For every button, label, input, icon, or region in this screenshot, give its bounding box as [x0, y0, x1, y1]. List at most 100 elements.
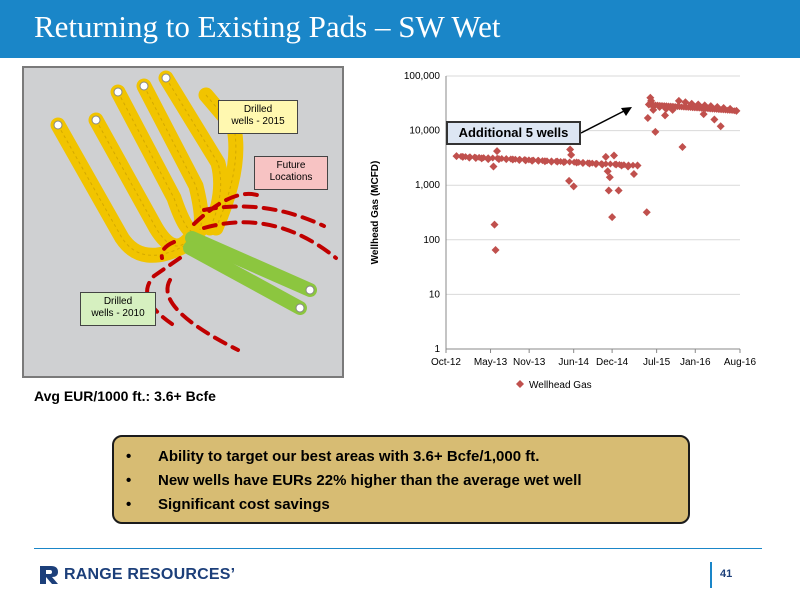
annotation-arrow: [580, 109, 627, 134]
future-well-1: [202, 204, 326, 228]
data-point-dense: [615, 161, 623, 169]
data-point: [569, 182, 578, 191]
annotation-additional-wells: Additional 5 wells: [446, 121, 581, 145]
data-point-dense: [732, 107, 740, 115]
logo-text: RANGE RESOURCES’: [64, 566, 236, 583]
data-point-dense: [538, 157, 546, 165]
page-number: 41: [720, 568, 733, 580]
data-point-dense: [498, 154, 506, 162]
callout-2015-line2: wells - 2015: [231, 116, 285, 127]
data-point: [710, 115, 719, 124]
data-point-dense: [548, 157, 556, 165]
data-point-dense: [453, 152, 460, 160]
data-point-dense: [543, 157, 551, 165]
data-point-dense: [534, 156, 542, 164]
well-marker-icon: [139, 81, 149, 91]
data-point-dense: [520, 156, 528, 164]
x-tick-label: Dec-14: [596, 357, 629, 368]
data-point-dense: [516, 155, 524, 163]
x-tick-label: Jan-16: [680, 357, 711, 368]
data-point: [608, 213, 617, 222]
future-well-5: [165, 278, 240, 352]
data-point: [678, 143, 687, 152]
y-tick-label: 100: [423, 235, 440, 246]
legend-marker-icon: [516, 380, 524, 388]
data-point-dense: [475, 153, 483, 161]
data-point-dense: [525, 156, 533, 164]
data-point-dense: [566, 158, 574, 166]
bullet-text: New wells have EURs 22% higher than the …: [158, 472, 582, 489]
well-map: [22, 66, 344, 378]
x-tick-label: May-13: [474, 357, 508, 368]
y-axis-label: Wellhead Gas (MCFD): [370, 161, 381, 265]
data-point: [601, 152, 610, 161]
data-point: [651, 127, 660, 136]
data-point-dense: [471, 153, 479, 161]
x-tick-label: Aug-16: [724, 357, 757, 368]
callout-drilled-2015: Drilled wells - 2015: [218, 100, 298, 134]
data-point-dense: [502, 155, 510, 163]
data-point: [565, 176, 574, 185]
well-2010-1: [185, 231, 317, 297]
future-well-2: [202, 220, 338, 260]
x-tick-label: Oct-12: [431, 357, 461, 368]
bullet-item: • New wells have EURs 22% higher than th…: [126, 469, 688, 493]
data-point: [661, 111, 670, 120]
data-point-dense: [620, 161, 628, 169]
well-marker-icon: [53, 120, 63, 130]
callout-2010-line2: wells - 2010: [91, 308, 145, 319]
y-tick-label: 10: [429, 289, 441, 300]
callout-drilled-2010: Drilled wells - 2010: [80, 292, 156, 326]
data-point: [490, 220, 499, 229]
data-point: [629, 170, 638, 179]
x-tick-label: Jun-14: [558, 357, 589, 368]
annotation-arrowhead-icon: [621, 107, 632, 116]
data-point-dense: [484, 154, 492, 162]
data-point-dense: [480, 154, 488, 162]
well-marker-icon: [91, 115, 101, 125]
x-tick-label: Jul-15: [643, 357, 671, 368]
data-point-dense: [561, 158, 569, 166]
data-point-dense: [557, 158, 565, 166]
data-point-dense: [529, 156, 537, 164]
range-r-logo-icon: [40, 566, 58, 584]
data-point-dense: [511, 155, 519, 163]
data-point: [604, 186, 613, 195]
wells-2010-group: [183, 231, 317, 315]
y-tick-label: 1: [434, 344, 440, 355]
data-point-dense: [602, 160, 610, 168]
data-point: [493, 147, 502, 156]
future-well-3: [192, 191, 262, 226]
production-chart-svg: 100,000 10,000 1,000 100 10 1 Oct-12 May-13 Nov-…: [370, 71, 757, 391]
future-well-6: [159, 240, 176, 260]
well-2015-4: [136, 78, 209, 238]
data-point-dense: [457, 152, 465, 160]
well-map-drawing: [50, 70, 338, 352]
data-point-dense: [629, 161, 637, 169]
data-point-dense: [597, 160, 605, 168]
data-point: [610, 151, 618, 160]
footer-divider: [34, 548, 762, 549]
data-point-dense: [634, 161, 642, 169]
data-point-dense: [606, 160, 614, 168]
data-point-dense: [552, 157, 560, 165]
well-2010-2: [183, 241, 307, 315]
callout-2010-line1: Drilled: [103, 296, 133, 307]
data-point-dense: [462, 153, 470, 161]
bullet-icon: •: [126, 472, 132, 489]
callout-future-locations: Future Locations: [254, 156, 328, 190]
legend-label: Wellhead Gas: [529, 380, 592, 391]
callout-future-line2: Locations: [269, 172, 313, 183]
well-marker-icon: [295, 303, 305, 313]
data-point: [603, 167, 612, 176]
key-points-box: • Ability to target our best areas with …: [112, 435, 690, 524]
data-point-dense: [593, 159, 601, 167]
data-point: [614, 186, 623, 195]
data-point: [674, 96, 683, 105]
data-point: [643, 114, 652, 123]
title-bar: Returning to Existing Pads – SW Wet: [0, 0, 800, 58]
data-point: [567, 150, 576, 159]
bullet-item: • Significant cost savings: [126, 493, 688, 517]
bullet-text: Significant cost savings: [158, 496, 330, 513]
eur-label: Avg EUR/1000 ft.: 3.6+ Bcfe: [34, 388, 216, 404]
